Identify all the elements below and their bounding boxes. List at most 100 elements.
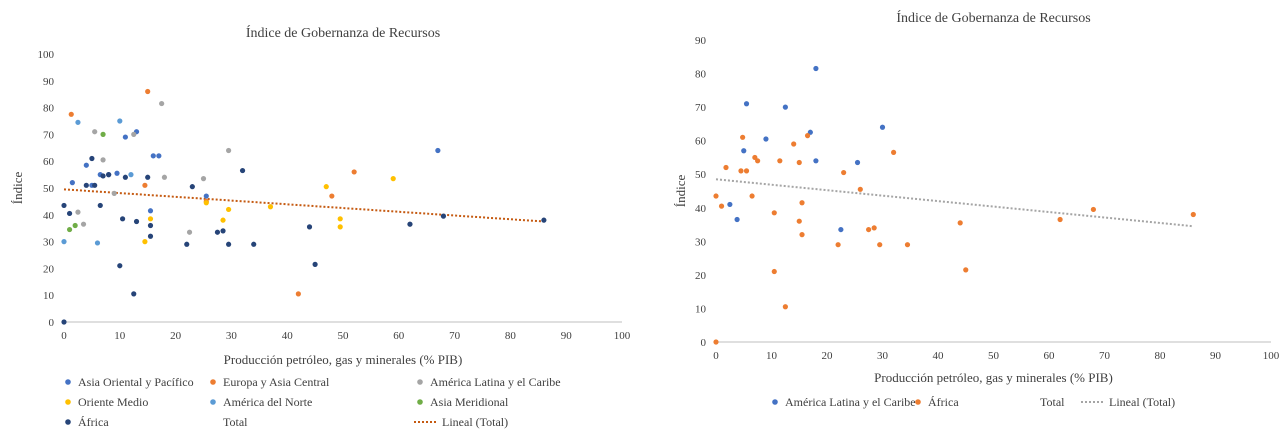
- data-point: [723, 164, 729, 171]
- data-point: [390, 176, 396, 182]
- x-tick-label: 80: [1155, 350, 1167, 362]
- y-tick-label: 50: [43, 183, 55, 195]
- y-tick-label: 20: [695, 270, 707, 282]
- y-tick-label: 70: [695, 102, 707, 114]
- legend-item: Total: [1040, 395, 1065, 409]
- data-point: [131, 131, 137, 137]
- x-axis-label: Producción petróleo, gas y minerales (% …: [224, 352, 463, 367]
- data-point: [435, 147, 441, 154]
- legend-item: África: [65, 415, 109, 429]
- data-point: [220, 217, 226, 223]
- data-point: [755, 158, 761, 164]
- data-point: [156, 153, 162, 159]
- data-point: [841, 169, 847, 176]
- y-tick-label: 0: [49, 317, 55, 329]
- data-point: [351, 169, 357, 175]
- data-point: [713, 193, 719, 199]
- data-point: [835, 242, 841, 248]
- x-tick-label: 70: [449, 330, 461, 342]
- x-tick-label: 0: [61, 330, 67, 342]
- data-point: [838, 226, 844, 233]
- data-point: [1190, 211, 1196, 218]
- data-point: [763, 136, 769, 142]
- legend-marker: [65, 379, 71, 385]
- data-point: [203, 200, 209, 206]
- data-point: [879, 124, 886, 130]
- data-point: [122, 174, 128, 180]
- x-tick-label: 90: [1210, 350, 1222, 362]
- data-point: [713, 339, 719, 345]
- data-point: [147, 233, 154, 239]
- x-tick-label: 10: [114, 330, 126, 342]
- data-point: [782, 104, 788, 110]
- legend-label: América Latina y el Caribe: [785, 395, 916, 409]
- legend-marker: [417, 399, 423, 405]
- data-point: [203, 193, 209, 199]
- data-point: [877, 242, 883, 248]
- y-tick-label: 40: [43, 210, 55, 222]
- data-point: [89, 155, 95, 162]
- legend-item: Lineal (Total): [1081, 395, 1175, 409]
- data-point: [200, 176, 207, 182]
- y-tick-label: 90: [695, 35, 707, 47]
- data-point: [541, 217, 547, 223]
- data-point: [75, 119, 81, 125]
- data-point: [1090, 206, 1096, 213]
- data-point: [407, 221, 413, 227]
- data-point: [323, 184, 329, 190]
- data-point: [226, 241, 232, 247]
- data-point: [813, 158, 819, 164]
- data-point: [100, 157, 106, 163]
- y-tick-label: 50: [695, 169, 707, 181]
- trendline: [715, 178, 1194, 228]
- legend-item: América Latina y el Caribe: [772, 395, 916, 409]
- data-point: [312, 261, 318, 267]
- data-point: [161, 174, 168, 180]
- legend-label: Asia Oriental y Pacífico: [78, 375, 194, 389]
- legend-item: América del Norte: [210, 395, 312, 409]
- data-point: [963, 267, 969, 273]
- data-point: [61, 319, 67, 325]
- x-axis-label: Producción petróleo, gas y minerales (% …: [874, 370, 1113, 385]
- chart-title: Índice de Gobernanza de Recursos: [246, 24, 440, 41]
- data-point: [159, 100, 165, 107]
- data-point: [226, 206, 232, 213]
- legend-marker: [65, 419, 71, 425]
- data-point: [92, 129, 98, 135]
- legend-marker: [210, 379, 216, 385]
- x-tick-label: 80: [505, 330, 517, 342]
- data-point: [75, 209, 81, 215]
- data-point: [80, 221, 87, 227]
- data-point: [796, 218, 802, 224]
- data-point: [337, 224, 343, 230]
- y-tick-label: 100: [38, 49, 55, 61]
- data-point: [777, 158, 783, 164]
- data-point: [891, 149, 897, 156]
- y-tick-label: 10: [695, 303, 707, 315]
- legend-label: Total: [1040, 395, 1065, 409]
- data-point: [727, 201, 733, 208]
- data-point: [66, 210, 73, 217]
- data-point: [239, 167, 246, 174]
- y-axis-label: Índice: [673, 175, 688, 208]
- x-tick-label: 90: [561, 330, 573, 342]
- data-point: [957, 220, 963, 226]
- legend-marker: [65, 399, 71, 405]
- legend-item: Europa y Asia Central: [210, 375, 330, 389]
- data-point: [718, 203, 725, 209]
- data-point: [743, 101, 750, 107]
- legend-label: África: [928, 395, 959, 409]
- data-point: [214, 229, 221, 235]
- legend-item: América Latina y el Caribe: [417, 375, 561, 389]
- data-point: [184, 241, 190, 247]
- data-point: [147, 216, 154, 222]
- legend-item: África: [915, 395, 959, 409]
- data-point: [69, 180, 75, 186]
- x-tick-label: 50: [338, 330, 350, 342]
- data-point: [97, 202, 103, 209]
- x-tick-label: 0: [713, 350, 719, 362]
- data-point: [189, 184, 195, 190]
- legend-label: África: [78, 415, 109, 429]
- data-point: [226, 147, 232, 154]
- legend-label: Asia Meridional: [430, 395, 509, 409]
